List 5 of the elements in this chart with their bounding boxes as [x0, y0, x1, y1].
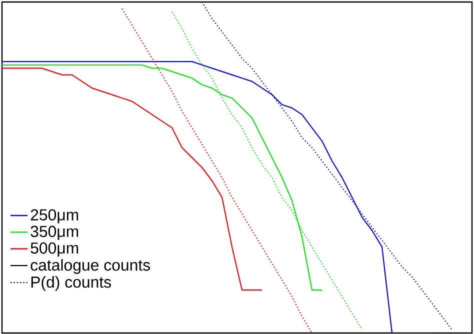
legend-label: 250μm: [30, 209, 78, 224]
legend-label: catalogue counts: [30, 259, 150, 274]
legend-label: 500μm: [30, 242, 78, 257]
legend-label: 350μm: [30, 226, 78, 240]
legend-label: P(d) counts: [31, 276, 111, 291]
